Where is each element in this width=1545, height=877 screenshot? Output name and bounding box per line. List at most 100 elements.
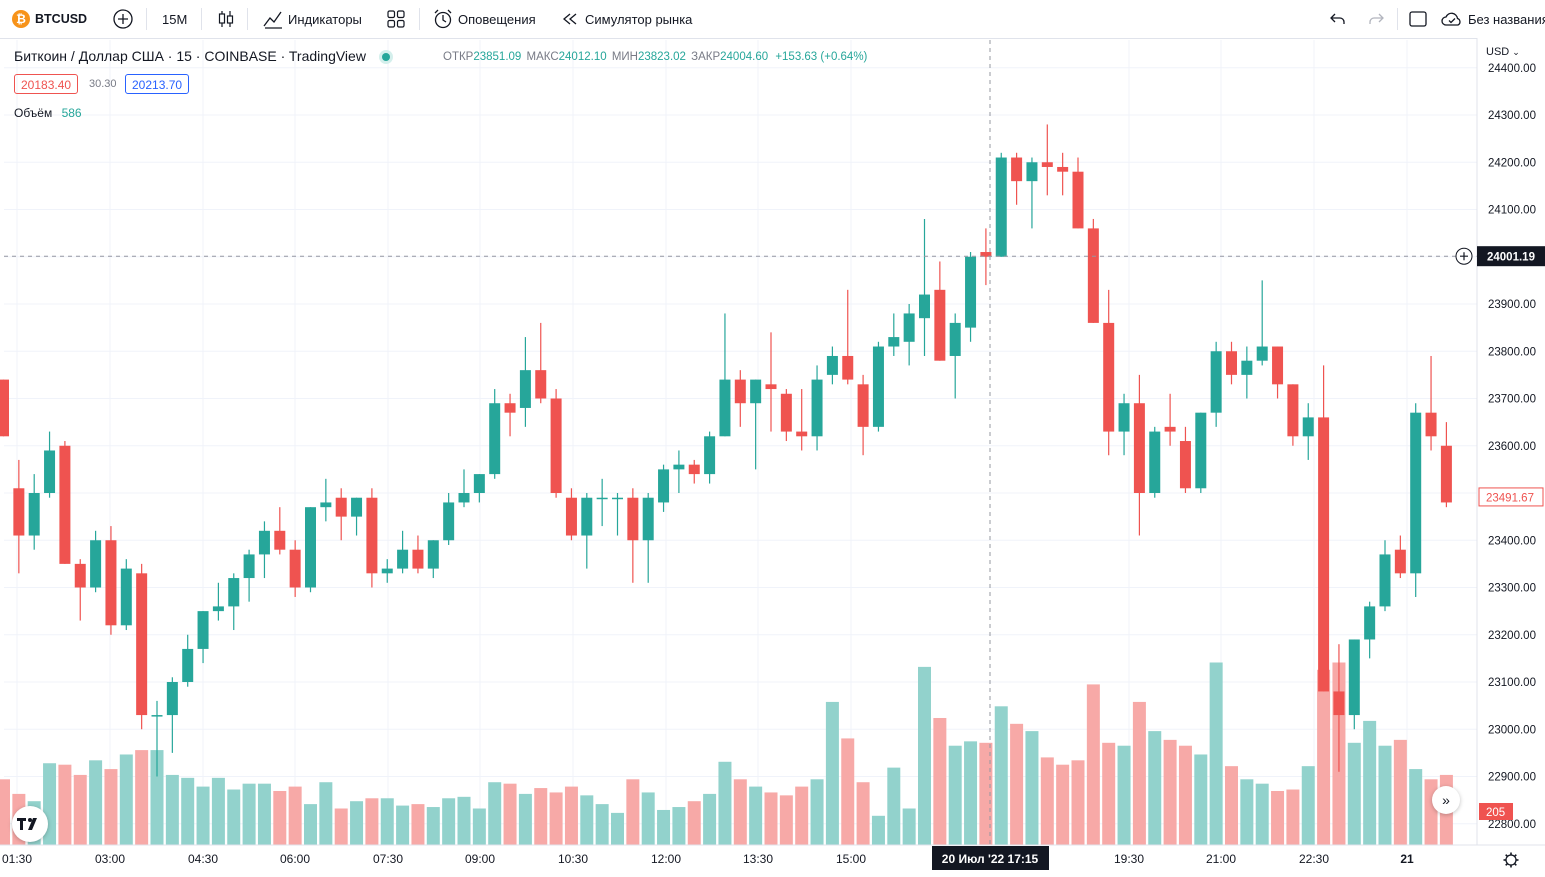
volume-bar (181, 777, 195, 845)
volume-bar (1363, 720, 1377, 845)
volume-bar (1409, 769, 1423, 845)
volume-bar (549, 792, 563, 845)
volume-bar (518, 793, 532, 845)
currency-selector[interactable]: USD ⌄ (1486, 46, 1520, 58)
candle-body (796, 431, 808, 437)
time-tick-label: 15:00 (836, 852, 866, 866)
volume-bar (1393, 739, 1407, 845)
tradingview-logo-icon[interactable] (12, 806, 48, 842)
interval-button[interactable]: 15M (162, 0, 187, 38)
candle-body (857, 384, 869, 427)
undo-button[interactable] (1329, 0, 1347, 38)
indicators-button[interactable]: Индикаторы (262, 0, 362, 38)
currency-label: USD (1486, 46, 1510, 58)
price-tick-label: 22800.00 (1488, 819, 1536, 831)
time-tick-label: 10:30 (558, 852, 588, 866)
candle-body (243, 554, 255, 579)
scroll-to-realtime-button[interactable]: » (1432, 786, 1460, 814)
volume-bar (396, 805, 410, 845)
volume-bar (795, 786, 809, 845)
candle-body (504, 403, 516, 413)
candle-body (1041, 162, 1053, 167)
volume-bar (350, 801, 364, 845)
volume-bar (119, 754, 133, 845)
volume-legend[interactable]: Объём 586 (14, 106, 82, 120)
volume-bar (1163, 739, 1177, 845)
interval-label: 15M (162, 11, 188, 27)
candle-body (443, 502, 455, 541)
volume-bar (426, 807, 440, 845)
candle-body (1302, 417, 1314, 437)
volume-bar (488, 782, 502, 845)
candle-body (473, 474, 485, 493)
fullscreen-button[interactable] (1408, 0, 1428, 38)
replay-button[interactable]: Симулятор рынка (561, 0, 692, 38)
candle-body (458, 493, 470, 503)
volume-bar (1347, 742, 1361, 845)
divider (247, 8, 248, 30)
candle-body (780, 393, 792, 432)
volume-bar (1040, 757, 1054, 845)
divider (201, 8, 202, 30)
candle-body (1195, 412, 1207, 489)
symbol-button[interactable]: ₿ BTCUSD (12, 0, 87, 38)
chart-grid (4, 40, 1477, 845)
volume-bar (304, 804, 317, 845)
candle-body (1287, 384, 1299, 437)
sell-price-button[interactable]: 20183.40 (14, 74, 79, 94)
candle-body (581, 497, 593, 536)
rewind-icon (562, 13, 577, 25)
volume-bars (0, 662, 1453, 845)
volume-bar (257, 783, 271, 845)
price-tick-label: 23200.00 (1488, 630, 1536, 642)
settings-gear-icon (1503, 852, 1519, 868)
volume-bar (810, 779, 824, 845)
save-layout-button[interactable]: Без названия (1440, 0, 1545, 38)
candle-body (366, 497, 378, 574)
compare-add-button[interactable] (112, 0, 134, 38)
candle-body (1210, 351, 1222, 413)
candle-body (565, 497, 577, 536)
volume-bar (534, 788, 548, 845)
candle-body (320, 502, 332, 508)
alerts-label: Оповещения (458, 11, 536, 27)
candles-icon (218, 11, 234, 27)
price-chart[interactable]: 24400.0024300.0024200.0024100.0024000.00… (0, 38, 1545, 877)
candle-body (1425, 412, 1437, 437)
redo-icon (1369, 13, 1384, 24)
volume-bar (580, 795, 594, 845)
undo-icon (1330, 13, 1345, 24)
symbol-description: Биткоин / Доллар США · 15 · COINBASE · T… (14, 48, 366, 64)
chart-type-button[interactable] (216, 0, 236, 38)
volume-bar (1317, 669, 1331, 845)
candle-body (44, 450, 56, 493)
templates-button[interactable] (386, 0, 406, 38)
candle-body (888, 337, 900, 347)
volume-bar (1378, 745, 1392, 845)
redo-button[interactable] (1367, 0, 1385, 38)
candle-body (719, 379, 731, 437)
alerts-button[interactable]: Оповещения (432, 0, 536, 38)
candle-body (842, 355, 854, 380)
candle-body (1256, 346, 1268, 361)
volume-bar (1271, 790, 1285, 845)
volume-bar (1025, 731, 1039, 845)
last-price-tag (1478, 487, 1544, 507)
candle-body (74, 563, 86, 588)
market-status-icon (381, 53, 390, 62)
replay-label: Симулятор рынка (585, 11, 693, 27)
legend-title[interactable]: Биткоин / Доллар США · 15 · COINBASE · T… (14, 48, 390, 64)
time-tick-label: 22:30 (1299, 852, 1329, 866)
gear-tooth (1505, 862, 1509, 866)
volume-bar (150, 750, 164, 845)
volume-bar (749, 786, 763, 845)
volume-bar (764, 792, 778, 845)
candle-body (1057, 166, 1069, 172)
candle-body (105, 540, 117, 626)
buy-price-button[interactable]: 20213.70 (125, 74, 190, 94)
candle-body (750, 379, 762, 404)
price-tick-label: 23700.00 (1488, 394, 1536, 406)
gear-tooth (1513, 862, 1517, 866)
low-value: 23823.02 (637, 51, 686, 63)
volume-bar (918, 666, 931, 845)
